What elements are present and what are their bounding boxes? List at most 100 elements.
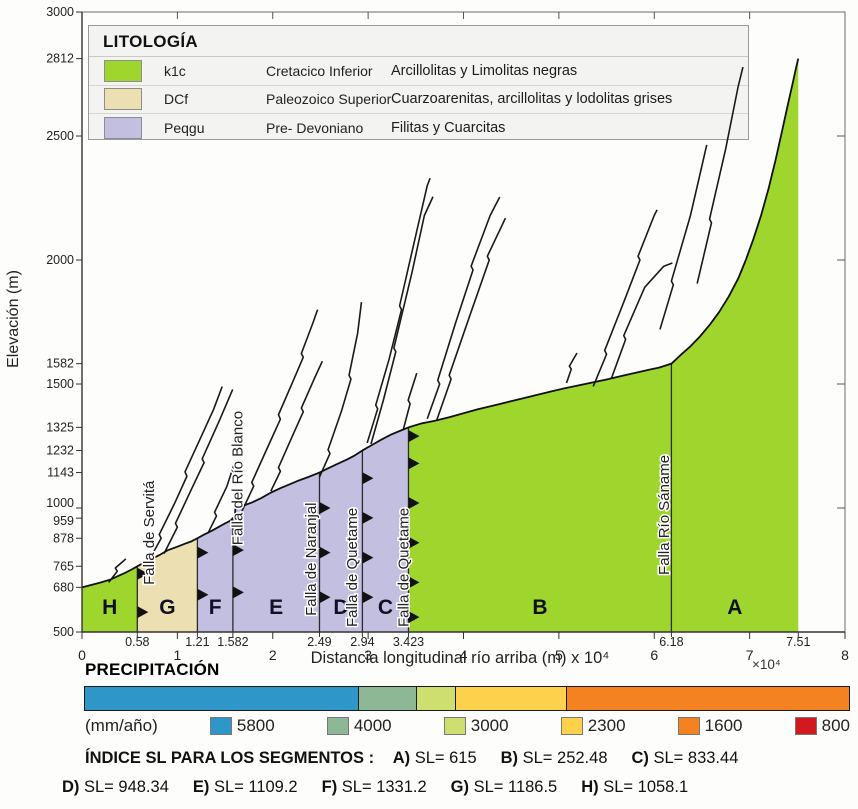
thrust-tooth-icon [197, 546, 209, 559]
segment-label: F [209, 596, 222, 619]
tributary-line [148, 386, 223, 561]
thrust-tooth-icon [408, 457, 420, 470]
thrust-tooth-icon [362, 591, 374, 604]
y-tick-label: 959 [53, 514, 74, 528]
tributary-line [108, 558, 127, 583]
thrust-tooth-icon [319, 591, 331, 604]
segment-label: H [102, 596, 117, 619]
thrust-tooth-icon [362, 472, 374, 485]
segment-label: E [269, 596, 283, 619]
thrust-tooth-icon [408, 536, 420, 549]
lithology-area-A [671, 58, 799, 632]
tributary-line [436, 217, 507, 421]
y-axis-label: Elevación (m) [5, 270, 22, 368]
sl-value: SL= 1058.1 [603, 778, 689, 796]
y-tick-label: 2000 [46, 253, 74, 267]
sl-value: SL= 833.44 [653, 749, 739, 767]
lithology-area-F [197, 518, 233, 632]
precip-legend-item: 800 [794, 716, 850, 736]
lithology-area-G [137, 538, 198, 632]
precip-legend-swatch [794, 717, 817, 735]
legend-color-swatch [104, 59, 142, 82]
x-boundary-label: 1.21 [185, 635, 209, 649]
lithology-area-C [362, 427, 409, 632]
legend-title: LITOLOGÍA [89, 26, 748, 57]
thrust-tooth-icon [408, 576, 420, 589]
y-tick-label: 1582 [46, 357, 74, 371]
precip-legend-value: 2300 [587, 716, 626, 735]
sl-value: SL= 615 [414, 749, 477, 767]
legend-unit-code: Peqgu [164, 119, 205, 136]
fault-label: Falla del Río Blanco [229, 411, 246, 545]
x-boundary-label: 6.18 [659, 635, 683, 649]
precip-legend-item: 2300 [560, 716, 626, 736]
thrust-tooth-icon [137, 606, 149, 619]
precip-legend-swatch [326, 717, 349, 735]
sl-value: SL= 1331.2 [341, 778, 427, 796]
fault-label: Falla Río Sáname [656, 455, 673, 575]
precipitation-title: PRECIPITACIÓN [85, 660, 228, 680]
precipitation-unit-label: (mm/año) [85, 716, 158, 735]
y-tick-label: 500 [53, 625, 74, 639]
precip-legend-swatch [209, 717, 232, 735]
segment-label: D [333, 596, 348, 619]
x-boundary-label: 3.423 [393, 635, 424, 649]
sl-value: SL= 1109.2 [213, 778, 298, 796]
lithology-area-D [319, 450, 363, 632]
y-tick-label: 2812 [46, 52, 74, 66]
tributary-line [402, 372, 418, 430]
precip-legend-item: 4000 [326, 716, 392, 736]
thrust-tooth-icon [232, 544, 244, 557]
legend-age: Paleozoico Superior [266, 91, 392, 108]
x-boundary-label: 7.51 [786, 635, 810, 649]
precip-legend-swatch [560, 717, 583, 735]
sl-segment-letter: A) [392, 749, 415, 767]
fault-label: Falla de Servitá [141, 480, 158, 585]
sl-segment-letter: B) [500, 749, 523, 767]
legend-color-swatch [104, 88, 142, 111]
y-tick-label: 1143 [47, 466, 74, 480]
tributary-line [163, 389, 234, 554]
legend-row: Peqgu Pre- Devoniano Filitas y Cuarcitas [89, 114, 748, 142]
thrust-tooth-icon [362, 511, 374, 524]
x-boundary-label: 0.58 [125, 635, 149, 649]
legend-row: DCf Paleozoico Superior Cuarzoarenitas, ar… [89, 86, 748, 114]
lithology-legend: LITOLOGÍA k1c Cretacico Inferior Arcilloli… [88, 25, 749, 140]
tributary-line [366, 177, 431, 444]
fault-label: Falla de Quetame [344, 508, 361, 627]
tributary-line [610, 262, 673, 379]
precip-bar-segment [85, 687, 360, 710]
y-tick-label: 2500 [46, 129, 74, 143]
sl-segment-letter: E) [192, 778, 214, 796]
legend-unit-code: k1c [164, 62, 186, 79]
tributary-line [207, 462, 236, 534]
precip-legend-value: 1600 [704, 716, 743, 735]
fault-label: Falla de Quetame [395, 508, 412, 627]
tributary-line [370, 196, 434, 445]
tributary-line [239, 309, 319, 516]
y-tick-label: 1232 [46, 443, 74, 457]
x-axis-title: Distancia longitudinal río arriba (m) x … [310, 649, 610, 667]
sl-index-heading: ÍNDICE SL PARA LOS SEGMENTOS : [85, 749, 375, 767]
precip-legend-swatch [677, 717, 700, 735]
fault-label: Falla de Naranjal [303, 502, 320, 615]
legend-row: k1c Cretacico Inferior Arcillolitas y Limo… [89, 57, 748, 86]
legend-age: Pre- Devoniano [266, 119, 364, 136]
legend-lithology: Filitas y Cuarcitas [391, 119, 506, 136]
sl-segment-letter: F) [321, 778, 342, 796]
lithology-area-H [82, 566, 138, 632]
thrust-tooth-icon [197, 588, 209, 601]
segment-label: G [159, 596, 175, 619]
legend-unit-code: DCf [164, 91, 189, 108]
y-tick-label: 1000 [46, 496, 74, 510]
y-tick-label: 1500 [46, 377, 74, 391]
thrust-tooth-icon [319, 502, 331, 514]
precip-legend-value: 5800 [236, 716, 275, 735]
tributary-line [318, 302, 363, 478]
thrust-tooth-icon [137, 567, 149, 580]
precip-bar-segment [417, 687, 457, 710]
segment-label: C [378, 596, 393, 619]
tributary-line [426, 196, 501, 419]
legend-lithology: Cuarzoarenitas, arcillolitas y lodolitas… [391, 91, 673, 108]
